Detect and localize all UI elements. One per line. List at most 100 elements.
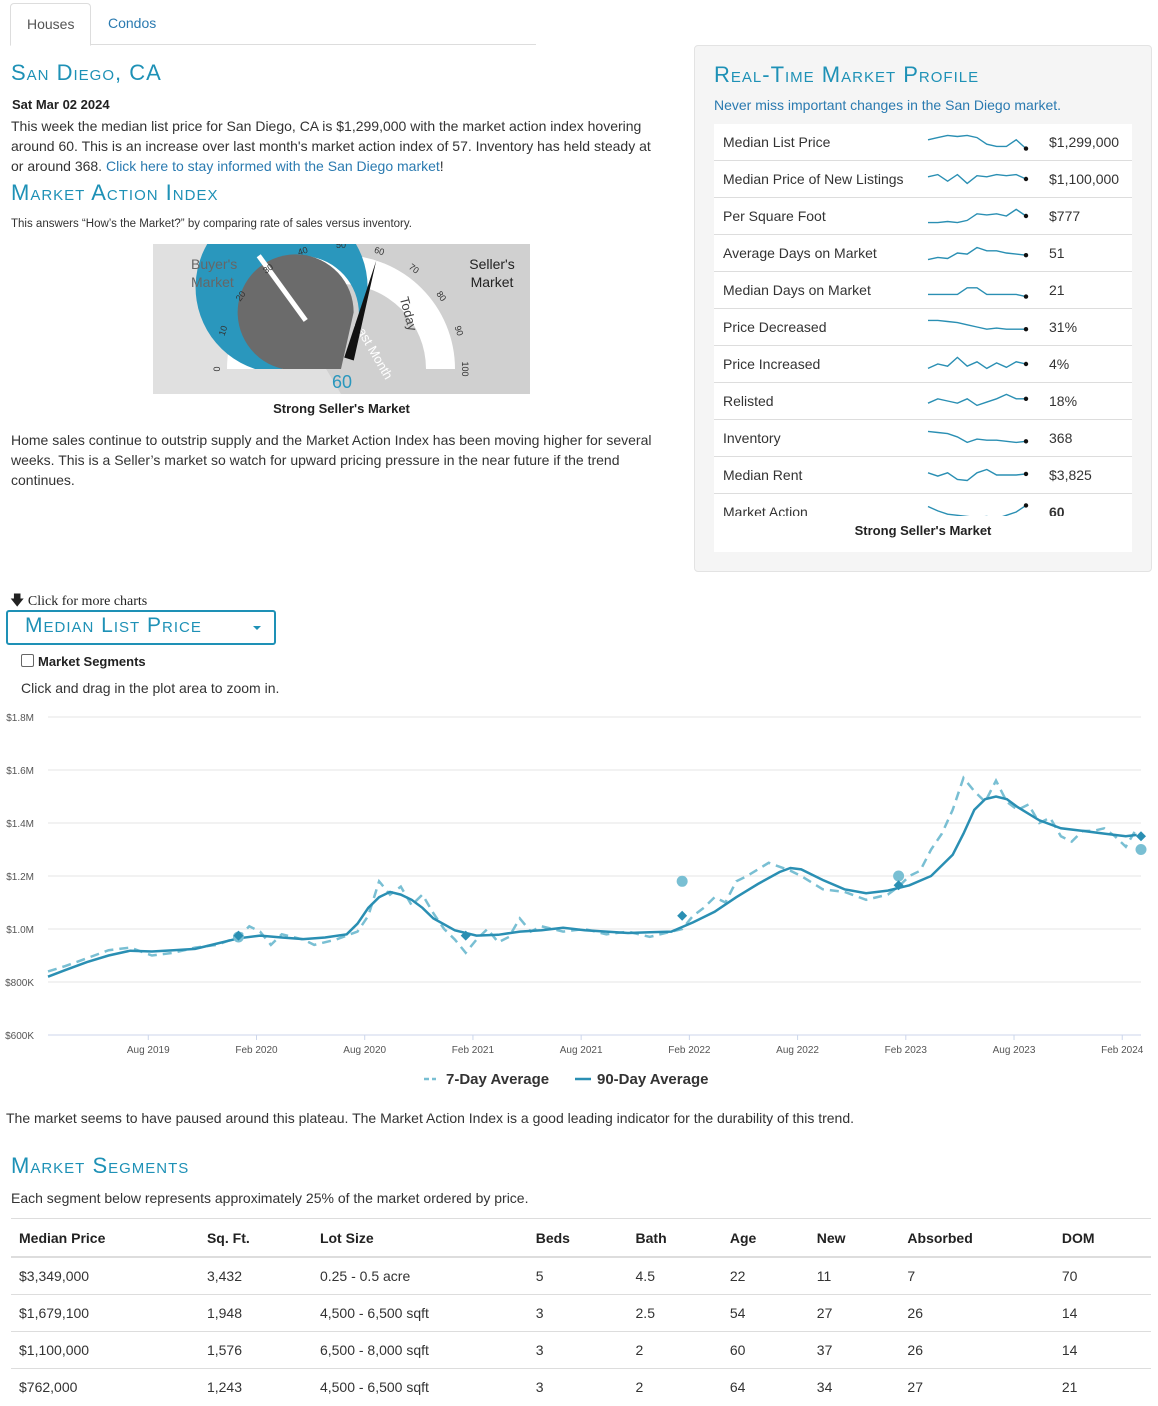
table-row: $3,349,000 3,432 0.25 - 0.5 acre 5 4.5 22 11 7 7… <box>11 1256 1151 1295</box>
segments-column-header[interactable]: DOM <box>1053 1218 1151 1258</box>
summary-end: ! <box>439 158 444 174</box>
report-date: Sat Mar 02 2024 <box>12 97 110 112</box>
segments-column-header[interactable]: New <box>808 1218 900 1258</box>
market-action-index-title: Market Action Index <box>11 180 219 205</box>
sellers-market-label: Seller's Market <box>469 256 514 290</box>
profile-sparkline <box>927 356 1029 370</box>
profile-row-value: 368 <box>1049 430 1073 446</box>
gauge-status-label: Strong Seller's Market <box>273 401 410 416</box>
market-action-gauge: 0 10 20 30 40 50 60 70 80 90 100 Buyer's Market Sel… <box>153 244 530 394</box>
sparkline-path <box>928 208 1027 224</box>
sparkline-end-dot <box>1023 294 1029 299</box>
table-cell: 14 <box>1053 1294 1151 1332</box>
median-list-price-chart[interactable]: $600K $800K $1.0M $1.2M $1.4M $1.6M $1.8M Aug … <box>0 705 1158 1100</box>
chart-metric-dropdown[interactable]: Median List Price <box>6 610 276 645</box>
legend-90-day-label[interactable]: 90-Day Average <box>597 1071 708 1088</box>
gauge-tick-label: 70 <box>407 262 421 276</box>
chart-x-axis: Aug 2019 Feb 2020 Aug 2020 Feb 2021 Aug 2021… <box>127 1035 1144 1056</box>
real-time-market-profile: Real-Time Market Profile Never miss impo… <box>694 45 1152 572</box>
x-tick-label: Aug 2020 <box>343 1045 386 1056</box>
table-cell: 27 <box>899 1368 1054 1405</box>
table-cell: 37 <box>808 1331 900 1369</box>
chart-gridlines <box>48 716 1141 1036</box>
x-tick-label: Feb 2020 <box>235 1045 278 1056</box>
table-cell: 4.5 <box>627 1256 722 1295</box>
segments-column-header[interactable]: Median Price <box>11 1218 199 1258</box>
table-cell: 6,500 - 8,000 sqft <box>311 1331 528 1369</box>
marker-90-day <box>677 910 688 921</box>
legend-7-day-label[interactable]: 7-Day Average <box>446 1071 549 1088</box>
profile-sparkline <box>927 134 1029 151</box>
profile-row: Inventory 368 <box>714 419 1132 456</box>
profile-sparkline <box>928 208 1029 224</box>
sparkline-end-dot <box>1023 396 1029 401</box>
market-segments-desc: Each segment below represents approximat… <box>11 1190 529 1206</box>
sparkline-path <box>927 246 1027 261</box>
sparkline-path <box>927 173 1027 185</box>
profile-row-value: 31% <box>1049 319 1078 335</box>
table-cell: 2.5 <box>627 1294 722 1332</box>
segments-column-header[interactable]: Lot Size <box>311 1218 528 1258</box>
sparkline-end-dot <box>1023 361 1029 367</box>
x-tick-label: Aug 2023 <box>993 1045 1036 1056</box>
marker-7-day <box>676 875 688 887</box>
profile-sparkline <box>927 430 1029 444</box>
table-cell: 3,432 <box>198 1256 312 1295</box>
table-cell: 1,243 <box>198 1368 312 1405</box>
segments-column-header[interactable]: Age <box>721 1218 809 1258</box>
sparkline-end-dot <box>1023 253 1029 258</box>
x-tick-label: Aug 2019 <box>127 1045 170 1056</box>
x-tick-label: Feb 2024 <box>1101 1045 1144 1056</box>
table-cell: 2 <box>627 1368 722 1405</box>
profile-row-label: Relisted <box>723 393 774 409</box>
sparkline-path <box>927 468 1027 482</box>
gauge-tick-label: 100 <box>460 361 470 376</box>
market-action-index-desc: This answers “How’s the Market?” by comp… <box>11 218 412 230</box>
city-title: San Diego, CA <box>11 60 162 85</box>
sparkline-end-dot <box>1023 471 1029 477</box>
profile-row-value: $1,299,000 <box>1049 134 1120 150</box>
gauge-value-arc <box>195 244 368 369</box>
table-cell: $1,100,000 <box>11 1331 199 1369</box>
gauge-needle <box>344 260 377 361</box>
chart-legend[interactable]: 7-Day Average 90-Day Average <box>424 1071 708 1088</box>
table-cell: 26 <box>899 1331 1054 1369</box>
profile-row-value: $3,825 <box>1049 467 1092 483</box>
series-90-day-average <box>47 795 1137 978</box>
profile-row-label: Median Rent <box>723 467 803 483</box>
table-cell: 64 <box>721 1368 809 1405</box>
gauge-tick-label: 40 <box>296 245 309 258</box>
table-cell: $1,679,100 <box>11 1294 199 1332</box>
profile-sparkline <box>927 173 1029 185</box>
sparkline-path <box>927 134 1027 150</box>
gauge-tick-label: 10 <box>217 324 230 337</box>
profile-row-label: Price Decreased <box>723 319 827 335</box>
sparkline-path <box>928 319 1026 330</box>
sparkline-path <box>927 430 1027 444</box>
marker-90-day <box>460 930 471 941</box>
gauge-tick-label: 90 <box>453 324 466 337</box>
chart-markers <box>232 831 1147 943</box>
segments-column-header[interactable]: Absorbed <box>899 1218 1054 1258</box>
gauge-divider <box>256 254 308 322</box>
profile-row-value: 4% <box>1049 356 1070 372</box>
profile-subtitle[interactable]: Never miss important changes in the San … <box>714 97 1062 113</box>
marker-90-day <box>1136 831 1146 842</box>
market-segments-checkbox[interactable] <box>21 654 34 667</box>
stay-informed-link[interactable]: Click here to stay informed with the San… <box>105 158 440 174</box>
series-7-day-average <box>47 775 1138 973</box>
tab-condos[interactable]: Condos <box>108 15 157 31</box>
x-tick-label: Feb 2021 <box>452 1045 495 1056</box>
more-charts-label: Click for more charts <box>27 594 148 609</box>
table-cell: 0.25 - 0.5 acre <box>311 1256 528 1295</box>
segments-column-header[interactable]: Bath <box>627 1218 722 1258</box>
market-segments-toggle[interactable]: Market Segments <box>21 654 146 669</box>
segments-column-header[interactable]: Beds <box>527 1218 628 1258</box>
profile-row-label: Average Days on Market <box>723 245 877 261</box>
profile-row: Per Square Foot $777 <box>714 197 1132 234</box>
segments-column-header[interactable]: Sq. Ft. <box>198 1218 312 1258</box>
gauge-tick-label: 30 <box>261 262 275 276</box>
segments-body: $3,349,000 3,432 0.25 - 0.5 acre 5 4.5 22 11 7 7… <box>11 1256 1151 1405</box>
more-charts-hint[interactable]: 🡇 Click for more charts <box>10 590 147 614</box>
tab-houses[interactable]: Houses <box>10 3 92 46</box>
